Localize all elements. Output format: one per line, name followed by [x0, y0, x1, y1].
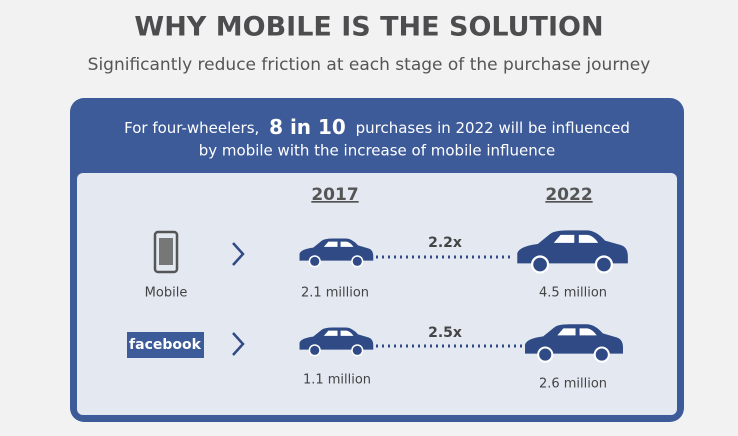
- row-label: Mobile: [145, 286, 188, 301]
- subtitle: Significantly reduce friction at each st…: [88, 55, 651, 75]
- banner-lead: For four-wheelers,: [124, 119, 259, 137]
- chevron: [232, 332, 245, 356]
- panel-body: [77, 173, 677, 415]
- growth-label: 2.2x: [428, 235, 462, 251]
- growth-label: 2.5x: [428, 325, 462, 341]
- value-label: 4.5 million: [539, 286, 607, 301]
- row-label: facebook: [129, 337, 202, 353]
- title: WHY MOBILE IS THE SOLUTION: [134, 12, 603, 43]
- banner-line-1: For four-wheelers, 8 in 10 purchases in …: [124, 115, 630, 139]
- value-label: 2.1 million: [301, 286, 369, 301]
- column-header: 2017: [311, 185, 358, 205]
- column-header: 2022: [545, 185, 592, 205]
- banner-highlight: 8 in 10: [269, 115, 346, 139]
- banner-rest: purchases in 2022 will be influenced: [356, 119, 630, 137]
- value-label: 1.1 million: [303, 373, 371, 388]
- chevron: [232, 242, 245, 266]
- phone-icon: [153, 230, 179, 274]
- facebook-logo: [127, 332, 204, 358]
- value-label: 2.6 million: [539, 377, 607, 392]
- banner-line-2: by mobile with the increase of mobile in…: [199, 142, 555, 160]
